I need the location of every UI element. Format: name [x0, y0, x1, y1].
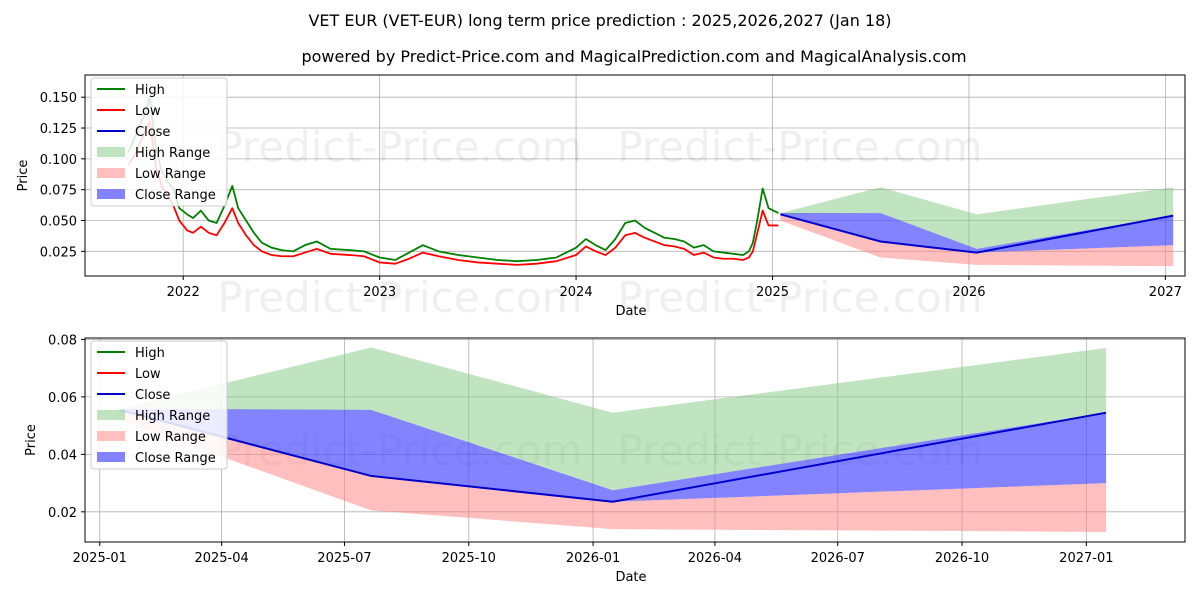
- y-tick-label: 0.050: [40, 215, 77, 230]
- legend-close-range-swatch: [97, 452, 125, 462]
- y-tick-label: 0.04: [48, 448, 77, 463]
- watermark: Predict-Price.com: [217, 273, 582, 322]
- legend-high-range-label: High Range: [135, 146, 210, 161]
- y-tick-label: 0.08: [48, 333, 77, 348]
- x-tick-label: 2026-04: [688, 551, 742, 566]
- x-tick-label: 2025-01: [73, 551, 127, 566]
- y-tick-label: 0.100: [40, 153, 77, 168]
- x-axis-label: Date: [615, 570, 646, 585]
- x-axis-label: Date: [615, 304, 646, 319]
- forecast-zoom-chart: Predict-Price.comPredict-Price.com2025-0…: [24, 333, 1186, 585]
- watermark: Predict-Price.com: [617, 122, 982, 171]
- plot-frame: [84, 74, 1186, 277]
- x-tick-label: 2024: [560, 285, 593, 300]
- legend-low-range-swatch: [97, 431, 125, 441]
- watermark: Predict-Price.com: [217, 122, 582, 171]
- legend-low-range-swatch: [97, 168, 125, 178]
- x-tick-label: 2026-01: [566, 551, 620, 566]
- y-tick-label: 0.150: [40, 91, 77, 106]
- legend-low-label: Low: [135, 367, 161, 382]
- close-range-band: [780, 213, 1174, 253]
- chart-title: VET EUR (VET-EUR) long term price predic…: [308, 11, 891, 30]
- y-tick-label: 0.075: [40, 184, 77, 199]
- plot-frame: [84, 337, 1186, 543]
- close-forecast-line: [119, 408, 1107, 503]
- x-tick-label: 2022: [167, 285, 200, 300]
- low-range-band: [780, 214, 1174, 267]
- legend-close-range-label: Close Range: [135, 188, 216, 203]
- long-term-chart: Predict-Price.com Predict-Price.com Predic…: [16, 74, 1186, 322]
- x-tick-label: 2026-07: [811, 551, 865, 566]
- y-axis-label: Price: [16, 160, 31, 192]
- y-tick-label: 0.125: [40, 122, 77, 137]
- high-range-band: [119, 347, 1107, 491]
- legend-close-range-label: Close Range: [135, 451, 216, 466]
- legend-high-range-label: High Range: [135, 409, 210, 424]
- close-range-band: [119, 408, 1107, 502]
- high-price-line: [127, 96, 779, 263]
- legend-low-label: Low: [135, 104, 161, 119]
- x-tick-label: 2025-04: [194, 551, 248, 566]
- legend-low-range-label: Low Range: [135, 167, 206, 182]
- legend-low-range-label: Low Range: [135, 430, 206, 445]
- legend-high-range-swatch: [97, 410, 125, 420]
- high-range-band: [780, 187, 1174, 249]
- x-tick-label: 2026: [952, 285, 985, 300]
- legend-high-label: High: [135, 83, 165, 98]
- y-tick-label: 0.02: [48, 506, 77, 521]
- x-tick-label: 2025-10: [442, 551, 496, 566]
- legend-close-label: Close: [135, 125, 170, 140]
- x-tick-label: 2027-01: [1059, 551, 1113, 566]
- y-tick-label: 0.06: [48, 391, 77, 406]
- x-tick-label: 2027: [1149, 285, 1182, 300]
- legend-close-range-swatch: [97, 189, 125, 199]
- x-tick-label: 2026-10: [935, 551, 989, 566]
- x-tick-label: 2025-07: [317, 551, 371, 566]
- y-axis-label: Price: [24, 424, 39, 456]
- x-tick-label: 2023: [363, 285, 396, 300]
- low-range-band: [119, 409, 1107, 532]
- y-tick-label: 0.025: [40, 245, 77, 260]
- legend-high-label: High: [135, 346, 165, 361]
- watermark: Predict-Price.com: [617, 273, 982, 322]
- x-tick-label: 2025: [756, 285, 789, 300]
- low-price-line: [127, 120, 779, 266]
- close-forecast-line: [780, 213, 1174, 254]
- chart-subtitle: powered by Predict-Price.com and Magical…: [301, 47, 966, 66]
- legend-high-range-swatch: [97, 147, 125, 157]
- legend-close-label: Close: [135, 388, 170, 403]
